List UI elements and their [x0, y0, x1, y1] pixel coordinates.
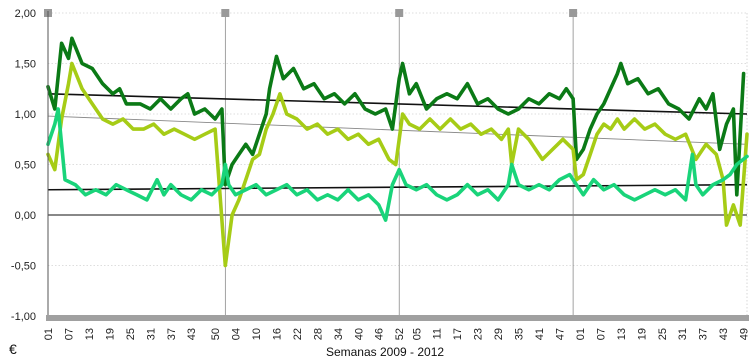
x-tick-label: 43: [186, 328, 198, 340]
y-tick-label: 0,50: [15, 160, 36, 172]
x-tick-label: 49: [739, 328, 751, 340]
x-tick-label: 50: [210, 328, 222, 340]
x-tick-label: 13: [616, 328, 628, 340]
x-tick-label: 04: [231, 328, 243, 340]
x-tick-label: 19: [104, 328, 116, 340]
y-tick-label: 2,00: [15, 8, 36, 20]
x-tick-label: 41: [534, 328, 546, 340]
x-tick-label: 07: [64, 328, 76, 340]
x-axis-label: Semanas 2009 - 2012: [326, 345, 444, 359]
x-tick-label: 47: [555, 328, 567, 340]
x-tick-label: 43: [718, 328, 730, 340]
trend-line: [47, 115, 748, 145]
x-tick-label: 25: [657, 328, 669, 340]
x-tick-label: 37: [698, 328, 710, 340]
year-marker: [569, 9, 578, 17]
x-tick-label: 07: [595, 328, 607, 340]
x-tick-label: 34: [333, 328, 345, 340]
x-tick-label: 29: [493, 328, 505, 340]
x-axis-bar: [46, 315, 749, 321]
y-tick-labels: 2,00 1,50 1,00 0,50 0,00 -0,50 -1,00: [11, 8, 36, 323]
x-tick-label: 28: [312, 328, 324, 340]
x-tick-label: 19: [636, 328, 648, 340]
x-tick-label: 35: [514, 328, 526, 340]
x-tick-label: 23: [473, 328, 485, 340]
series-layer: [46, 36, 749, 268]
x-tick-label: 05: [411, 328, 423, 340]
x-tick-label: 31: [677, 328, 689, 340]
x-tick-label: 31: [145, 328, 157, 340]
x-tick-label: 10: [251, 328, 263, 340]
x-tick-label: 22: [292, 328, 304, 340]
x-tick-label: 01: [43, 328, 55, 340]
x-tick-label: 17: [452, 328, 464, 340]
year-marker: [221, 9, 230, 17]
y-tick-label: -0,50: [11, 261, 36, 273]
y-tick-label: 0,00: [15, 210, 36, 222]
x-tick-label: 01: [575, 328, 587, 340]
x-tick-label: 25: [125, 328, 137, 340]
x-tick-label: 37: [166, 328, 178, 340]
year-marker: [395, 9, 404, 17]
x-tick-label: 16: [272, 328, 284, 340]
series-line-3: [46, 107, 749, 222]
x-tick-label: 40: [353, 328, 365, 340]
x-tick-label: 46: [374, 328, 386, 340]
x-tick-label: 13: [84, 328, 96, 340]
y-tick-label: 1,00: [15, 109, 36, 121]
trend-line: [47, 183, 748, 191]
series-line-1: [46, 36, 746, 197]
x-tick-labels: 01 07 13 19 25 31 37 43 50 04 10 16 22 28 34 40 46 52 05 11…: [43, 328, 751, 340]
y-tick-label: 1,50: [15, 59, 36, 71]
axis-layer: [44, 9, 749, 321]
x-tick-label: 52: [394, 328, 406, 340]
unit-label: €: [9, 341, 17, 357]
x-tick-label: 11: [432, 328, 444, 339]
y-tick-label: -1,00: [11, 311, 36, 323]
series-line-2: [46, 61, 749, 268]
